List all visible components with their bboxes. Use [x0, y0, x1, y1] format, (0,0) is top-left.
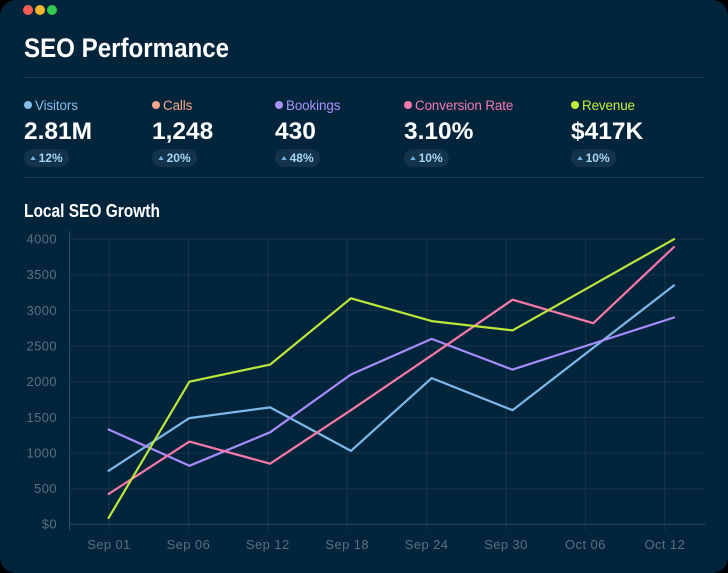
svg-text:$0: $0	[42, 517, 57, 532]
svg-text:Sep 30: Sep 30	[484, 537, 528, 552]
svg-text:500: 500	[34, 481, 57, 496]
svg-text:3000: 3000	[26, 303, 57, 318]
svg-text:2000: 2000	[26, 374, 57, 389]
svg-text:Sep 12: Sep 12	[246, 537, 290, 552]
svg-text:Sep 24: Sep 24	[405, 537, 449, 552]
svg-text:Sep 06: Sep 06	[167, 537, 211, 552]
svg-text:1000: 1000	[26, 445, 57, 460]
svg-text:Oct 06: Oct 06	[565, 537, 606, 552]
svg-text:3500: 3500	[26, 267, 57, 282]
svg-text:2500: 2500	[26, 339, 57, 354]
svg-text:Sep 18: Sep 18	[325, 537, 369, 552]
svg-text:4000: 4000	[26, 232, 57, 247]
svg-text:Oct 12: Oct 12	[644, 537, 685, 552]
svg-text:1500: 1500	[26, 410, 57, 425]
svg-text:Sep 01: Sep 01	[87, 537, 131, 552]
